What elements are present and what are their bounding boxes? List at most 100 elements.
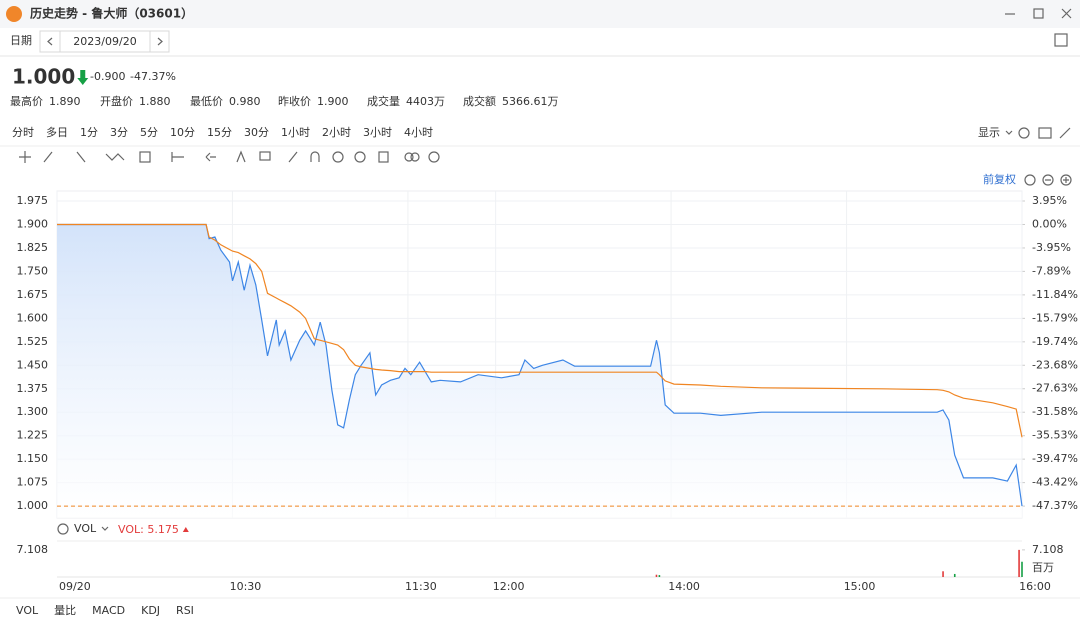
volume-chart: 7.108 7.108 百万 <box>17 540 1064 578</box>
vol-bar <box>1021 561 1023 577</box>
period-tab[interactable]: 3分 <box>110 126 128 139</box>
close-vol[interactable] <box>57 523 69 535</box>
stat-label: 最高价 <box>10 94 43 108</box>
indicator-tab[interactable]: KDJ <box>141 604 160 617</box>
period-tab[interactable]: 分时 <box>12 126 34 139</box>
y-tick-label: 1.825 <box>17 241 49 254</box>
indicator-tab[interactable]: 量比 <box>54 604 76 617</box>
vol-bar <box>1018 549 1020 577</box>
stat-label: 昨收价 <box>278 94 311 108</box>
indicator-tab[interactable]: MACD <box>92 604 125 617</box>
adjust-mode[interactable]: 前复权 <box>983 172 1016 186</box>
date-picker[interactable] <box>39 30 170 53</box>
x-tick-label: 11:30 <box>405 580 437 593</box>
y-tick-label: 1.150 <box>17 452 49 465</box>
y2-tick-label: -27.63% <box>1032 382 1078 395</box>
edit-icon[interactable] <box>1059 127 1071 139</box>
date-label: 日期 <box>10 34 32 47</box>
price-change-pct: -47.37% <box>130 70 176 83</box>
prev-day[interactable] <box>47 37 53 46</box>
y-tick-label: 1.975 <box>17 194 49 207</box>
vol-bar <box>655 574 658 577</box>
y2-tick-label: -11.84% <box>1032 288 1078 301</box>
vol-legend: VOL: 5.175 <box>118 523 179 536</box>
x-tick-label: 16:00 <box>1019 580 1051 593</box>
stat-label: 最低价 <box>190 95 223 108</box>
stat-label: 开盘价 <box>100 94 133 108</box>
vol-tick-label: 7.108 <box>17 543 49 556</box>
period-tab[interactable]: 多日 <box>46 125 68 139</box>
price-chart: 1.975 1.900 1.825 1.750 1.675 1.600 1.525 1.450… <box>17 190 1078 593</box>
x-tick-label: 09/20 <box>59 580 91 593</box>
y-tick-label: 1.075 <box>17 476 49 489</box>
period-tab[interactable]: 1小时 <box>281 126 310 139</box>
price-line <box>57 223 1023 507</box>
stat-value: 5366.61万 <box>502 95 559 108</box>
stat-label: 成交额 <box>463 94 496 108</box>
vol-caret[interactable] <box>101 526 109 531</box>
y2-tick-label: 3.95% <box>1032 194 1067 207</box>
stat-value: 4403万 <box>406 95 445 108</box>
y-tick-label: 1.675 <box>17 288 49 301</box>
x-tick-label: 14:00 <box>668 580 700 593</box>
vol-bar <box>953 573 956 577</box>
last-price: 1.000 <box>12 65 75 89</box>
price-area <box>57 224 1022 518</box>
period-tab[interactable]: 5分 <box>140 126 158 139</box>
camera-icon[interactable] <box>1038 127 1052 139</box>
vol-tick-label: 7.108 <box>1032 543 1064 556</box>
vol-unit: 百万 <box>1032 561 1054 574</box>
y2-tick-label: 0.00% <box>1032 217 1067 230</box>
indicator-tab[interactable]: VOL <box>16 604 39 617</box>
y2-tick-label: -31.58% <box>1032 405 1078 418</box>
window-title: 历史走势 - 鲁大师（03601） <box>30 6 193 21</box>
next-day[interactable] <box>157 37 163 46</box>
y-tick-label: 1.750 <box>17 264 49 277</box>
stat-value: 1.890 <box>49 95 81 108</box>
stats-row: 最高价 1.890 开盘价 1.880 最低价 0.980 昨收价 1.900 成交量 4403万… <box>10 94 559 108</box>
y2-tick-label: -47.37% <box>1032 499 1078 512</box>
x-tick-label: 10:30 <box>230 580 262 593</box>
y-tick-label: 1.375 <box>17 382 49 395</box>
period-tab[interactable]: 30分 <box>244 126 269 139</box>
price-change: -0.900 <box>90 70 125 83</box>
vol-bar <box>942 571 944 577</box>
display-caret[interactable] <box>1005 130 1013 135</box>
period-tab[interactable]: 3小时 <box>363 126 392 139</box>
stat-value: 0.980 <box>229 95 261 108</box>
zoom-controls[interactable] <box>1024 174 1072 186</box>
period-tab[interactable]: 1分 <box>80 126 98 139</box>
display-menu[interactable]: 显示 <box>978 126 1000 139</box>
title-bar <box>0 0 1080 28</box>
stat-value: 1.880 <box>139 95 171 108</box>
y2-tick-label: -43.42% <box>1032 476 1078 489</box>
period-tab[interactable]: 15分 <box>207 126 232 139</box>
settings-icon[interactable] <box>1018 127 1030 139</box>
average-line <box>57 223 1023 438</box>
y2-tick-label: -19.74% <box>1032 335 1078 348</box>
drawing-toolbar[interactable] <box>19 150 440 163</box>
y-tick-label: 1.000 <box>17 499 49 512</box>
x-tick-label: 15:00 <box>844 580 876 593</box>
y-tick-label: 1.225 <box>17 429 49 442</box>
y2-tick-label: -39.47% <box>1032 452 1078 465</box>
layout-toggle[interactable] <box>1054 33 1068 47</box>
y-tick-label: 1.525 <box>17 335 49 348</box>
window-controls[interactable] <box>1005 8 1072 19</box>
stat-label: 成交量 <box>367 94 400 108</box>
indicator-tab[interactable]: RSI <box>176 604 194 617</box>
period-tab[interactable]: 10分 <box>170 126 195 139</box>
y-tick-label: 1.600 <box>17 311 49 324</box>
period-tabs: 分时 多日 1分 3分 5分 10分 15分 30分 1小时 2小时 3小时 4小时 <box>12 125 433 139</box>
y2-tick-label: -35.53% <box>1032 429 1078 442</box>
period-tab[interactable]: 2小时 <box>322 126 351 139</box>
date-value[interactable]: 2023/09/20 <box>73 35 136 48</box>
y-tick-label: 1.450 <box>17 358 49 371</box>
down-arrow <box>77 70 89 85</box>
vol-bar <box>658 575 661 577</box>
vol-label: VOL <box>74 522 97 535</box>
y-tick-label: 1.900 <box>17 217 49 230</box>
indicator-tabs: VOL 量比 MACD KDJ RSI <box>16 604 194 617</box>
period-tab[interactable]: 4小时 <box>404 126 433 139</box>
